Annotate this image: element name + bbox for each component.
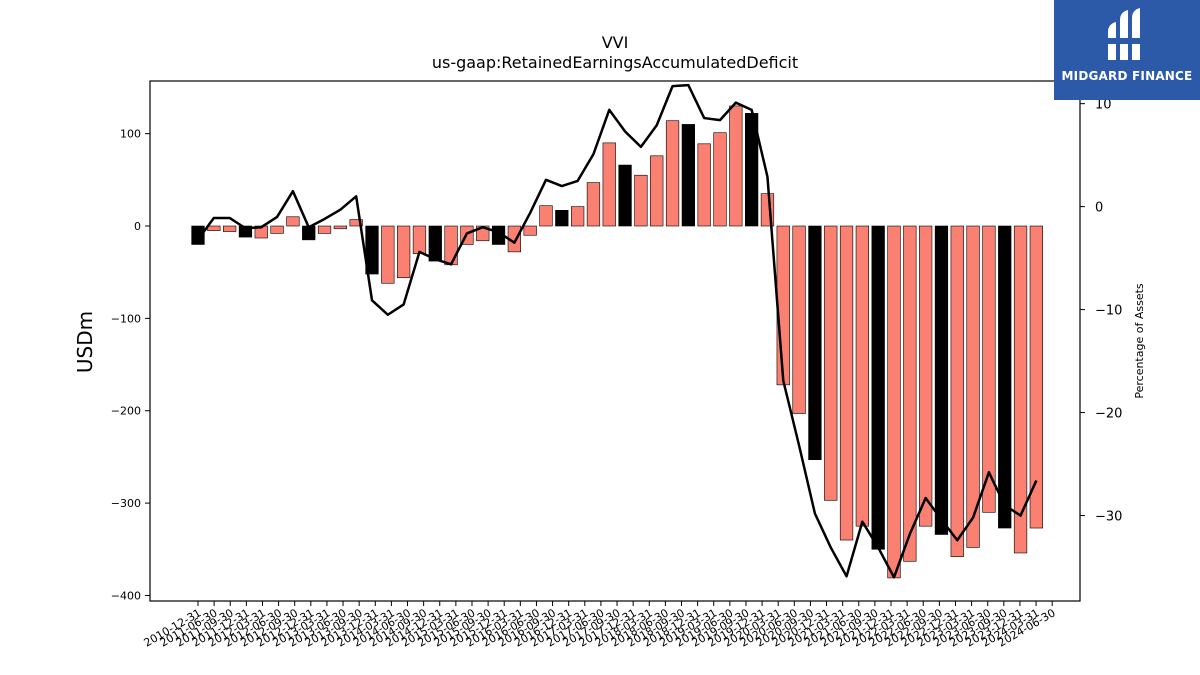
y2-tick-label: 10: [1095, 98, 1112, 113]
bar: [998, 225, 1012, 529]
y-axis-label: USDm: [73, 311, 97, 373]
y2-tick-label: 0: [1095, 201, 1103, 216]
bar: [1029, 225, 1043, 529]
bar: [634, 174, 648, 227]
y-tick-label: 100: [120, 128, 141, 141]
bar: [903, 225, 917, 562]
bar: [808, 225, 822, 460]
bar: [792, 225, 806, 414]
bar: [539, 205, 553, 227]
bar: [824, 225, 838, 501]
bar: [428, 225, 442, 262]
line-layer: [196, 83, 1038, 579]
bar: [223, 225, 237, 232]
y2-tick-label: −10: [1095, 304, 1122, 319]
plot-frame: [149, 80, 1081, 602]
y2-tick-label: −30: [1095, 510, 1122, 525]
bar: [365, 225, 379, 275]
bar: [191, 225, 205, 245]
chart-title: VVI: [602, 33, 629, 52]
logo-text: MIDGARD FINANCE: [1061, 69, 1193, 83]
bar: [317, 225, 332, 234]
bar: [571, 206, 585, 227]
bar: [839, 225, 854, 541]
bar: [982, 225, 996, 513]
bar: [887, 225, 901, 579]
bar: [1013, 225, 1028, 554]
bar: [602, 142, 616, 227]
bar: [950, 225, 964, 557]
bar: [855, 225, 869, 527]
bar: [333, 225, 347, 230]
bar: [919, 225, 933, 527]
bar: [650, 155, 664, 227]
bar: [586, 182, 601, 227]
logo-badge: MIDGARD FINANCE: [1054, 0, 1200, 100]
y2-axis-label: Percentage of Assets: [1133, 283, 1146, 399]
bar: [349, 219, 363, 227]
bar: [665, 120, 680, 227]
bars-layer: [191, 105, 1043, 579]
axes-layer: 1000−100−200−300−400100−10−20−302010-12-…: [111, 80, 1122, 650]
y-tick-label: −400: [111, 589, 141, 602]
y-tick-label: −300: [111, 497, 141, 510]
bar: [618, 164, 632, 227]
bar: [555, 210, 569, 227]
bar: [207, 225, 221, 231]
midgard-logo-icon: [1106, 8, 1146, 60]
bar: [270, 225, 284, 234]
bar: [713, 132, 727, 227]
bar: [934, 225, 949, 535]
bar: [523, 225, 537, 236]
y2-tick-label: −20: [1095, 407, 1122, 422]
y-tick-label: −100: [111, 312, 141, 325]
chart-subtitle: us-gaap:RetainedEarningsAccumulatedDefic…: [432, 53, 798, 72]
bar: [286, 216, 300, 227]
bar: [729, 105, 743, 227]
bar: [444, 225, 458, 266]
y-tick-label: 0: [134, 220, 141, 233]
bar: [697, 143, 711, 227]
bar: [397, 225, 411, 279]
bar: [776, 225, 790, 386]
bar: [381, 225, 395, 284]
bar: [681, 124, 695, 227]
bar: [412, 225, 427, 255]
bar: [238, 225, 253, 238]
pct-assets-line: [196, 83, 1038, 579]
bar: [871, 225, 885, 550]
bar: [966, 225, 980, 548]
y-tick-label: −200: [111, 405, 141, 418]
